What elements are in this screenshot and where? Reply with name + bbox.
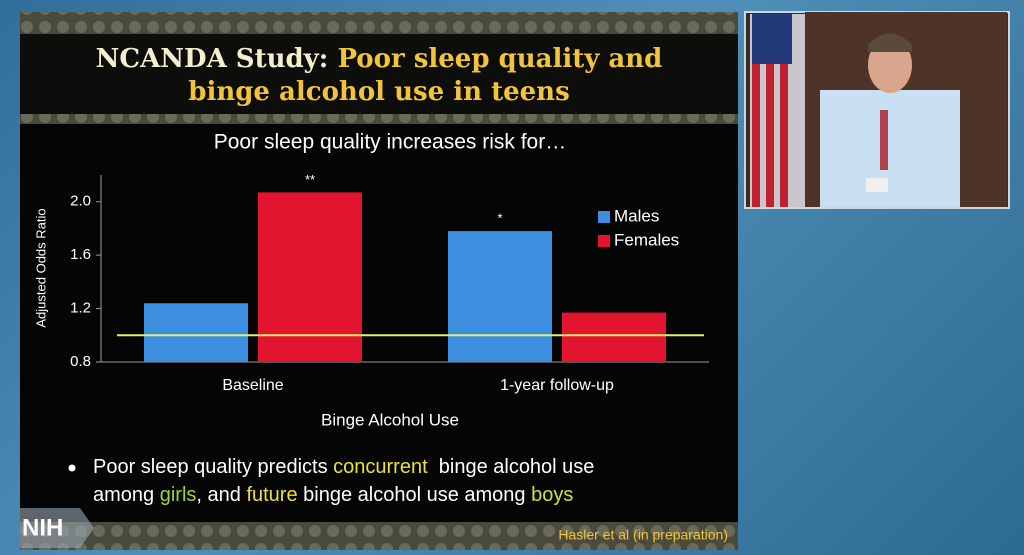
logo: NIH (20, 508, 94, 548)
legend-swatch (598, 211, 610, 223)
bar (562, 312, 666, 362)
y-axis-title: Adjusted Odds Ratio (33, 208, 48, 327)
slide-border (20, 522, 738, 550)
bar (258, 192, 362, 362)
text-run: binge alcohol use among (298, 484, 532, 506)
bar (448, 231, 552, 362)
x-tick-label: 1-year follow-up (500, 377, 614, 394)
text-run: future (246, 484, 297, 506)
legend-label: Males (614, 206, 659, 225)
text-run: , and (196, 484, 246, 506)
y-tick-label: 1.6 (70, 246, 91, 263)
text-run: Poor sleep quality and (337, 44, 662, 74)
text-run: girls (160, 484, 197, 506)
citation: Hasler et al (in preparation) (558, 527, 728, 543)
speaker-video (744, 11, 1010, 209)
text-run: concurrent (333, 456, 428, 478)
text-run: Poor sleep quality predicts (93, 456, 333, 478)
chart-title: Poor sleep quality increases risk for… (214, 131, 566, 154)
significance-label: ** (305, 172, 315, 187)
logo-text: NIH (22, 514, 63, 541)
slide-border (20, 114, 738, 124)
y-tick-label: 0.8 (70, 353, 91, 370)
y-tick-label: 2.0 (70, 193, 91, 210)
text-run: boys (531, 484, 573, 506)
slide-border (20, 12, 738, 34)
bullet-text: among girls, and future binge alcohol us… (93, 484, 573, 506)
y-tick-label: 1.2 (70, 300, 91, 317)
bullet-text: Poor sleep quality predicts concurrent b… (93, 456, 594, 478)
slide-title: NCANDA Study: Poor sleep quality and (96, 44, 663, 74)
bar (144, 303, 248, 362)
text-run: binge alcohol use in teens (188, 77, 569, 107)
text-run: NCANDA Study: (96, 44, 338, 74)
legend-label: Females (614, 230, 679, 249)
x-tick-label: Baseline (222, 377, 283, 394)
legend-swatch (598, 235, 610, 247)
significance-label: * (497, 211, 502, 226)
slide-title: binge alcohol use in teens (188, 77, 569, 107)
text-run: binge alcohol use (428, 456, 595, 478)
title-band (20, 34, 738, 114)
text-run: among (93, 484, 160, 506)
x-axis-title: Binge Alcohol Use (321, 410, 459, 429)
bullet-dot (68, 464, 76, 472)
